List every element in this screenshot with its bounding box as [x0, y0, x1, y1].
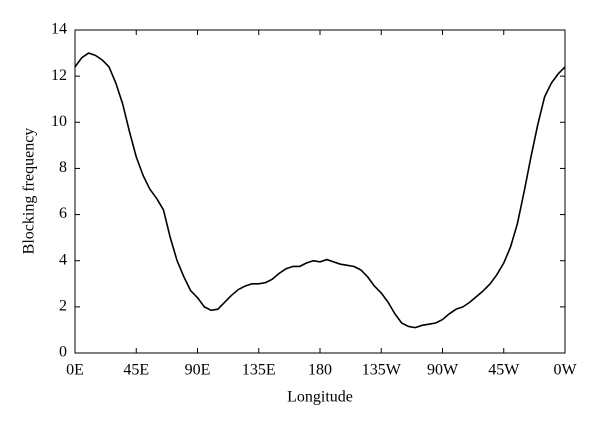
- x-tick-label: 45W: [488, 362, 520, 379]
- x-tick-label: 0W: [553, 362, 577, 379]
- y-tick-label: 6: [59, 205, 67, 222]
- y-tick-label: 4: [59, 251, 67, 268]
- y-tick-label: 14: [51, 21, 67, 38]
- data-line: [74, 52, 566, 329]
- x-tick-label: 90W: [427, 362, 459, 379]
- y-tick-label: 8: [59, 159, 67, 176]
- y-axis-label: Blocking frequency: [21, 128, 38, 255]
- y-tick-label: 12: [51, 67, 67, 84]
- y-tick-label: 2: [59, 298, 67, 315]
- x-tick-label: 45E: [123, 362, 149, 379]
- y-tick-label: 0: [59, 344, 67, 361]
- x-tick-label: 135E: [242, 362, 276, 379]
- x-tick-label: 90E: [185, 362, 211, 379]
- plot-frame: [74, 29, 566, 354]
- x-tick-label: 135W: [362, 362, 402, 379]
- x-tick-label: 0E: [66, 362, 84, 379]
- x-tick-label: 180: [308, 362, 332, 379]
- x-axis-label: Longitude: [287, 389, 353, 406]
- y-tick-label: 10: [51, 113, 67, 130]
